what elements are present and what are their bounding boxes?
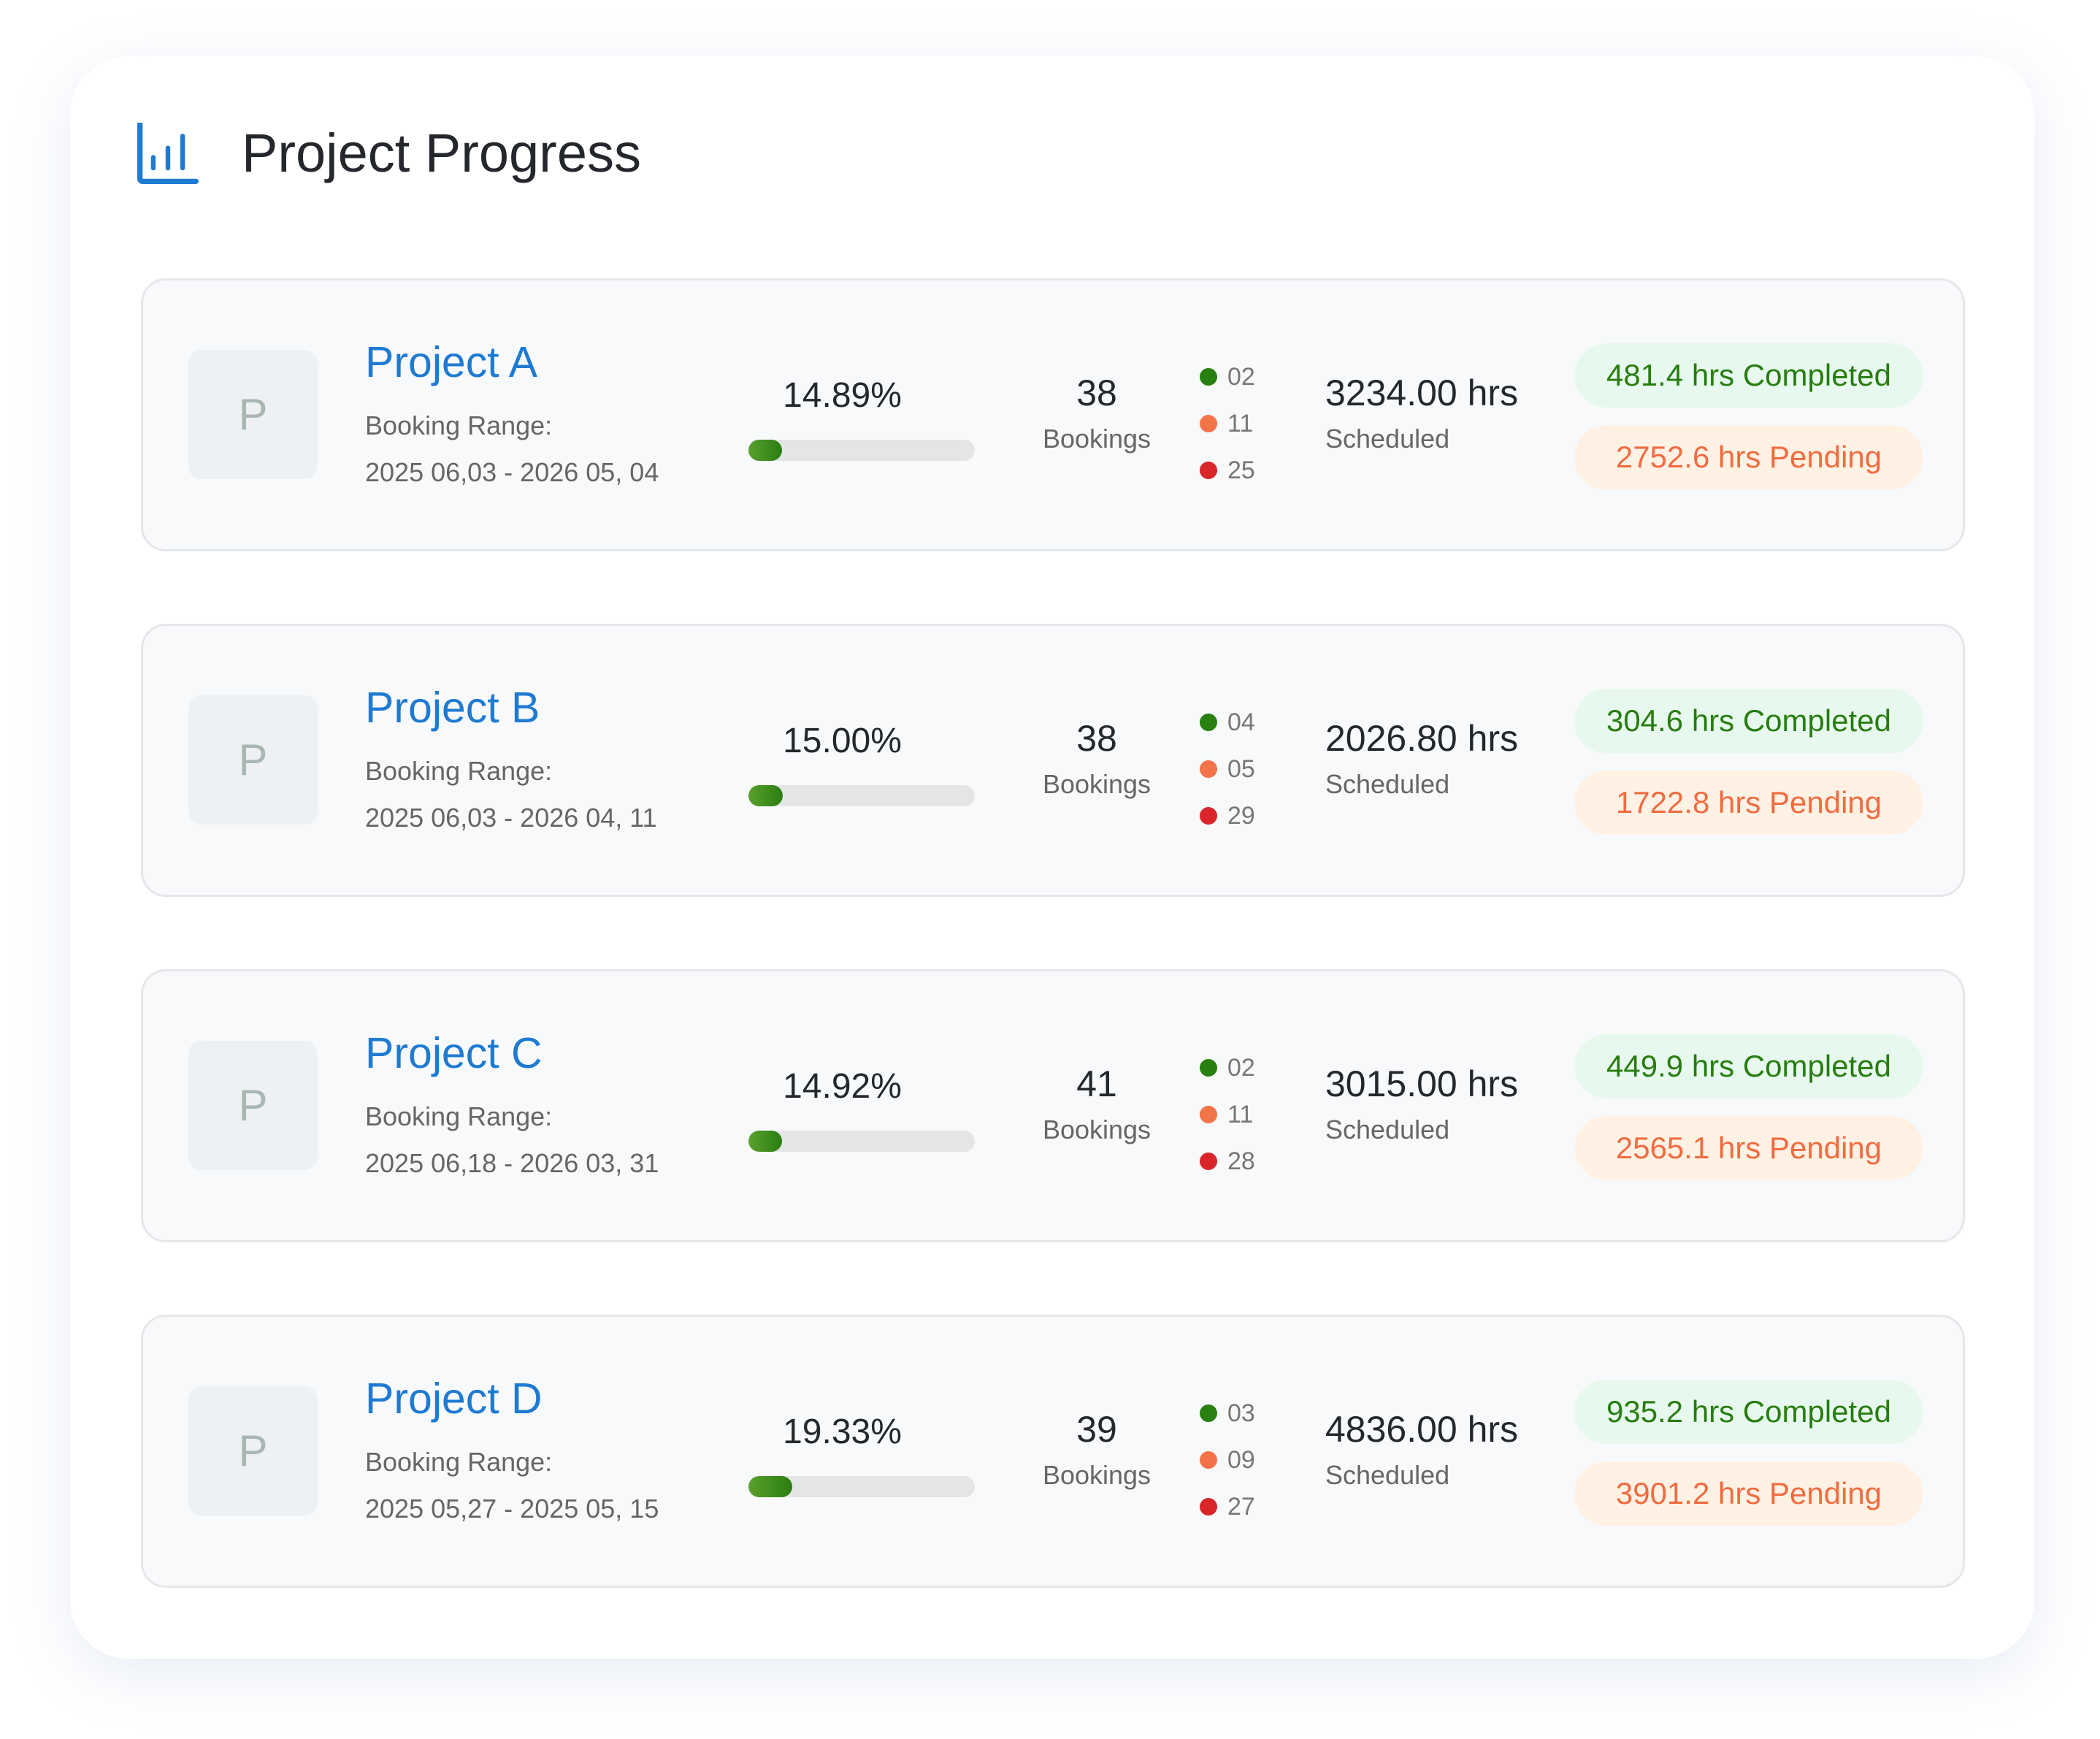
status-dot-icon	[1200, 1498, 1217, 1516]
booking-status-item: 09	[1200, 1437, 1255, 1483]
progress-bar-fill	[748, 1131, 783, 1152]
progress-bar-fill	[748, 785, 783, 806]
progress-bar	[748, 1476, 975, 1497]
scheduled-label: Scheduled	[1325, 1115, 1450, 1144]
bookings-label: Bookings	[1042, 769, 1151, 799]
progress-bar	[748, 440, 975, 461]
booking-status-item: 03	[1200, 1390, 1255, 1437]
project-avatar: P	[188, 350, 318, 479]
status-count: 11	[1227, 409, 1254, 437]
progress-percent: 15.00%	[783, 722, 902, 760]
status-dot-icon	[1200, 1153, 1217, 1170]
status-count: 02	[1227, 1053, 1255, 1082]
pending-hours-badge: 2565.1 hrs Pending	[1574, 1116, 1923, 1180]
status-count: 05	[1227, 754, 1255, 783]
project-avatar: P	[188, 695, 318, 825]
status-count: 04	[1227, 708, 1255, 736]
status-count: 11	[1227, 1100, 1254, 1128]
bookings-count: 41	[1076, 1063, 1117, 1104]
project-avatar: P	[188, 1386, 318, 1516]
booking-range-label: Booking Range:	[365, 410, 553, 440]
booking-range-value: 2025 05,27 - 2025 05, 15	[365, 1494, 659, 1524]
completed-hours-badge: 449.9 hrs Completed	[1574, 1034, 1923, 1098]
status-dot-icon	[1200, 1404, 1217, 1422]
status-count: 27	[1227, 1492, 1255, 1521]
booking-status-item: 04	[1200, 699, 1255, 746]
booking-status-item: 27	[1200, 1483, 1255, 1530]
booking-range-value: 2025 06,03 - 2026 04, 11	[365, 803, 657, 833]
booking-status-list: 02 11 28	[1200, 1044, 1255, 1185]
pending-hours-badge: 1722.8 hrs Pending	[1574, 771, 1923, 835]
booking-status-item: 28	[1200, 1138, 1255, 1185]
pending-hours-badge: 2752.6 hrs Pending	[1574, 425, 1923, 489]
booking-status-item: 11	[1200, 1091, 1255, 1138]
bookings-label: Bookings	[1042, 424, 1151, 454]
completed-hours-badge: 304.6 hrs Completed	[1574, 689, 1923, 753]
booking-status-item: 02	[1200, 1044, 1255, 1091]
booking-status-item: 05	[1200, 746, 1255, 792]
pending-hours-badge: 3901.2 hrs Pending	[1574, 1461, 1923, 1526]
booking-status-item: 25	[1200, 447, 1255, 494]
bookings-label: Bookings	[1042, 1115, 1151, 1144]
status-count: 25	[1227, 456, 1255, 484]
completed-hours-badge: 481.4 hrs Completed	[1574, 343, 1923, 408]
scheduled-hours: 3234.00 hrs	[1325, 372, 1519, 413]
booking-status-list: 04 05 29	[1200, 699, 1255, 839]
status-count: 28	[1227, 1147, 1255, 1175]
status-dot-icon	[1200, 714, 1217, 731]
status-dot-icon	[1200, 1106, 1217, 1123]
status-count: 29	[1227, 801, 1255, 830]
status-dot-icon	[1200, 807, 1217, 825]
progress-bar-fill	[748, 440, 783, 461]
project-card[interactable]: P Project A Booking Range: 2025 06,03 - …	[141, 278, 1965, 551]
project-name-link[interactable]: Project B	[365, 684, 540, 732]
booking-range-label: Booking Range:	[365, 1447, 553, 1477]
status-dot-icon	[1200, 368, 1217, 386]
booking-status-list: 02 11 25	[1200, 353, 1255, 494]
project-name-link[interactable]: Project C	[365, 1029, 543, 1077]
project-name-link[interactable]: Project D	[365, 1375, 543, 1423]
bookings-count: 39	[1076, 1409, 1117, 1450]
scheduled-label: Scheduled	[1325, 424, 1450, 454]
progress-bar-fill	[748, 1476, 792, 1497]
status-dot-icon	[1200, 462, 1217, 479]
booking-status-list: 03 09 27	[1200, 1390, 1255, 1530]
booking-range-value: 2025 06,03 - 2026 05, 04	[365, 457, 659, 487]
scheduled-hours: 4836.00 hrs	[1325, 1409, 1519, 1450]
status-dot-icon	[1200, 1059, 1217, 1077]
booking-status-item: 11	[1200, 400, 1255, 447]
booking-range-value: 2025 06,18 - 2026 03, 31	[365, 1148, 659, 1178]
status-count: 09	[1227, 1445, 1255, 1474]
project-name-link[interactable]: Project A	[365, 338, 538, 386]
booking-status-item: 02	[1200, 353, 1255, 400]
bookings-label: Bookings	[1042, 1460, 1151, 1490]
status-dot-icon	[1200, 1451, 1217, 1469]
scheduled-label: Scheduled	[1325, 769, 1450, 799]
project-card[interactable]: P Project C Booking Range: 2025 06,18 - …	[141, 969, 1965, 1242]
scheduled-hours: 3015.00 hrs	[1325, 1063, 1519, 1104]
booking-range-label: Booking Range:	[365, 756, 553, 786]
scheduled-label: Scheduled	[1325, 1460, 1450, 1490]
page-title: Project Progress	[242, 123, 641, 183]
scheduled-hours: 2026.80 hrs	[1325, 718, 1519, 759]
status-dot-icon	[1200, 415, 1217, 432]
project-card[interactable]: P Project D Booking Range: 2025 05,27 - …	[141, 1315, 1965, 1588]
status-count: 02	[1227, 362, 1255, 391]
booking-status-item: 29	[1200, 792, 1255, 839]
status-count: 03	[1227, 1399, 1255, 1427]
bookings-count: 38	[1076, 372, 1117, 413]
project-card[interactable]: P Project B Booking Range: 2025 06,03 - …	[141, 624, 1965, 897]
progress-bar	[748, 1131, 975, 1152]
status-dot-icon	[1200, 760, 1217, 778]
bookings-count: 38	[1076, 718, 1117, 759]
completed-hours-badge: 935.2 hrs Completed	[1574, 1380, 1923, 1444]
progress-percent: 19.33%	[783, 1413, 902, 1451]
progress-percent: 14.92%	[783, 1067, 902, 1106]
bar-chart-icon	[137, 123, 199, 184]
progress-percent: 14.89%	[783, 376, 902, 415]
project-avatar: P	[188, 1041, 318, 1170]
booking-range-label: Booking Range:	[365, 1101, 553, 1131]
progress-bar	[748, 785, 975, 806]
